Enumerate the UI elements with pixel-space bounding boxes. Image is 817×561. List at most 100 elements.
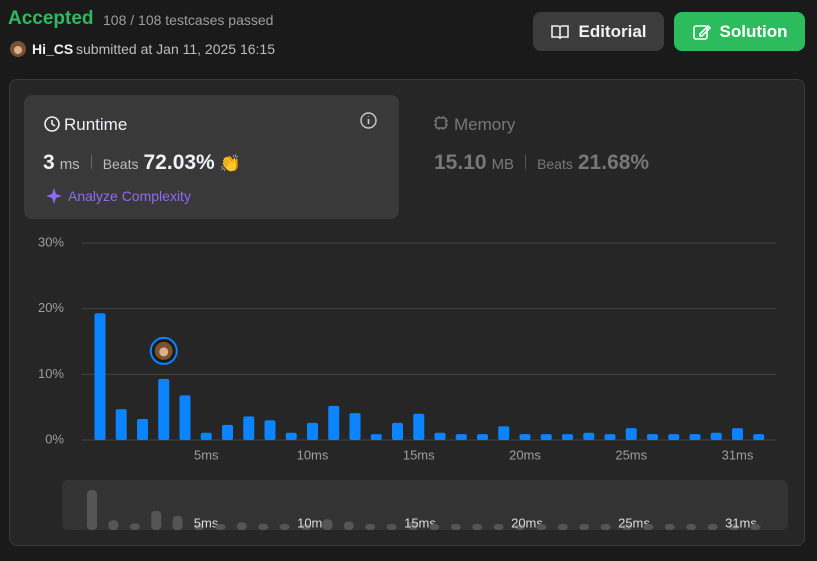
minimap-bar bbox=[365, 524, 376, 530]
info-icon[interactable] bbox=[359, 111, 378, 130]
runtime-chart: 0% 10% 20% 30% 5ms 5ms 10ms 10ms 15ms 15ms 20ms 20m… bbox=[38, 234, 788, 530]
bar bbox=[222, 424, 233, 440]
runtime-title: Runtime bbox=[64, 115, 128, 134]
memory-unit: MB bbox=[491, 156, 515, 173]
bar bbox=[498, 426, 510, 440]
minimap-bar bbox=[279, 524, 290, 530]
minimap-bar bbox=[129, 523, 140, 530]
bar bbox=[307, 422, 318, 440]
divider bbox=[525, 155, 527, 169]
submitted-time: submitted at Jan 11, 2025 16:15 bbox=[76, 41, 275, 57]
memory-stats: 15.10 MB Beats 21.68% bbox=[434, 151, 649, 175]
minimap-bar bbox=[664, 524, 675, 530]
user-avatar-face bbox=[159, 347, 169, 357]
testcases: 108 / 108 testcases passed bbox=[103, 12, 274, 28]
runtime-card[interactable] bbox=[24, 95, 399, 219]
bar bbox=[328, 405, 340, 440]
minimap-bar bbox=[87, 490, 97, 530]
minimap-bar bbox=[429, 524, 440, 530]
x-tick-label: 15ms bbox=[403, 447, 435, 462]
bar bbox=[732, 428, 743, 440]
status: Accepted bbox=[8, 8, 94, 29]
bar bbox=[455, 434, 467, 440]
x-tick-label: 31ms bbox=[722, 447, 754, 462]
minimap-bar bbox=[686, 524, 697, 530]
username[interactable]: Hi_CS bbox=[32, 41, 74, 57]
minimap-bar bbox=[557, 524, 568, 530]
x-tick-label: 25ms bbox=[615, 447, 647, 462]
memory-beats: 21.68% bbox=[577, 151, 650, 174]
memory-title[interactable]: Memory bbox=[454, 115, 516, 134]
solution-label: Solution bbox=[719, 21, 788, 41]
avatar bbox=[10, 41, 26, 57]
minimap-tick-label: 5ms bbox=[194, 515, 219, 530]
minimap-bar bbox=[386, 524, 397, 530]
chip-icon bbox=[434, 116, 448, 130]
bar bbox=[540, 434, 552, 440]
solution-button[interactable]: Solution bbox=[674, 12, 805, 51]
clap-icon: 👏 bbox=[219, 154, 241, 173]
beats-label: Beats bbox=[537, 156, 573, 172]
minimap-bar bbox=[108, 520, 119, 530]
bar bbox=[200, 432, 212, 440]
y-tick-label: 0% bbox=[45, 431, 64, 446]
minimap-bar bbox=[215, 524, 226, 530]
memory-value: 15.10 bbox=[434, 151, 487, 174]
y-tick-label: 10% bbox=[38, 366, 64, 381]
x-tick-label: 10ms bbox=[297, 447, 329, 462]
bar bbox=[285, 432, 297, 440]
bar bbox=[604, 434, 616, 440]
y-tick-label: 20% bbox=[38, 300, 64, 315]
bar bbox=[477, 434, 488, 440]
minimap[interactable] bbox=[62, 480, 788, 530]
bar bbox=[94, 313, 106, 440]
bar bbox=[689, 434, 701, 440]
minimap-tick-label: 31ms bbox=[725, 515, 757, 530]
sparkle-icon bbox=[46, 188, 62, 204]
runtime-unit: ms bbox=[59, 156, 80, 173]
runtime-value: 3 bbox=[43, 151, 55, 174]
bar bbox=[137, 418, 148, 440]
minimap-bar bbox=[194, 524, 204, 530]
minimap-bar bbox=[622, 524, 632, 530]
y-tick-label: 30% bbox=[38, 234, 64, 249]
clock-icon bbox=[44, 116, 60, 132]
bar bbox=[413, 413, 425, 440]
bar bbox=[519, 434, 531, 440]
minimap-bar bbox=[301, 524, 311, 530]
beats-label: Beats bbox=[102, 156, 139, 172]
x-tick-label: 20ms bbox=[509, 447, 541, 462]
x-tick-label: 5ms bbox=[194, 447, 219, 462]
minimap-bar bbox=[515, 524, 525, 530]
divider bbox=[90, 155, 92, 169]
minimap-tick-label: 25ms bbox=[618, 515, 650, 530]
bar bbox=[349, 413, 361, 440]
minimap-bar bbox=[343, 521, 354, 530]
bar bbox=[179, 395, 191, 440]
editorial-button[interactable]: Editorial bbox=[533, 12, 664, 51]
bar bbox=[753, 434, 765, 440]
edit-icon bbox=[692, 24, 711, 40]
bar bbox=[264, 420, 276, 440]
bar bbox=[243, 416, 255, 440]
bar bbox=[647, 434, 658, 440]
minimap-bar bbox=[750, 524, 761, 530]
minimap-bar bbox=[643, 524, 654, 530]
minimap-tick-label: 10ms bbox=[297, 515, 329, 530]
bar bbox=[583, 432, 595, 440]
minimap-bar bbox=[493, 524, 504, 530]
bar bbox=[625, 428, 637, 440]
bar bbox=[562, 434, 573, 440]
analyze-link[interactable]: Analyze Complexity bbox=[68, 188, 191, 204]
bar bbox=[392, 422, 403, 440]
bar bbox=[370, 434, 382, 440]
minimap-bar bbox=[450, 524, 461, 530]
minimap-bar bbox=[472, 524, 483, 530]
editorial-label: Editorial bbox=[578, 21, 647, 41]
runtime-beats: 72.03% bbox=[143, 151, 215, 174]
minimap-bar bbox=[536, 524, 547, 530]
minimap-bar bbox=[258, 523, 269, 530]
bar bbox=[158, 378, 170, 440]
minimap-bar bbox=[729, 524, 739, 530]
